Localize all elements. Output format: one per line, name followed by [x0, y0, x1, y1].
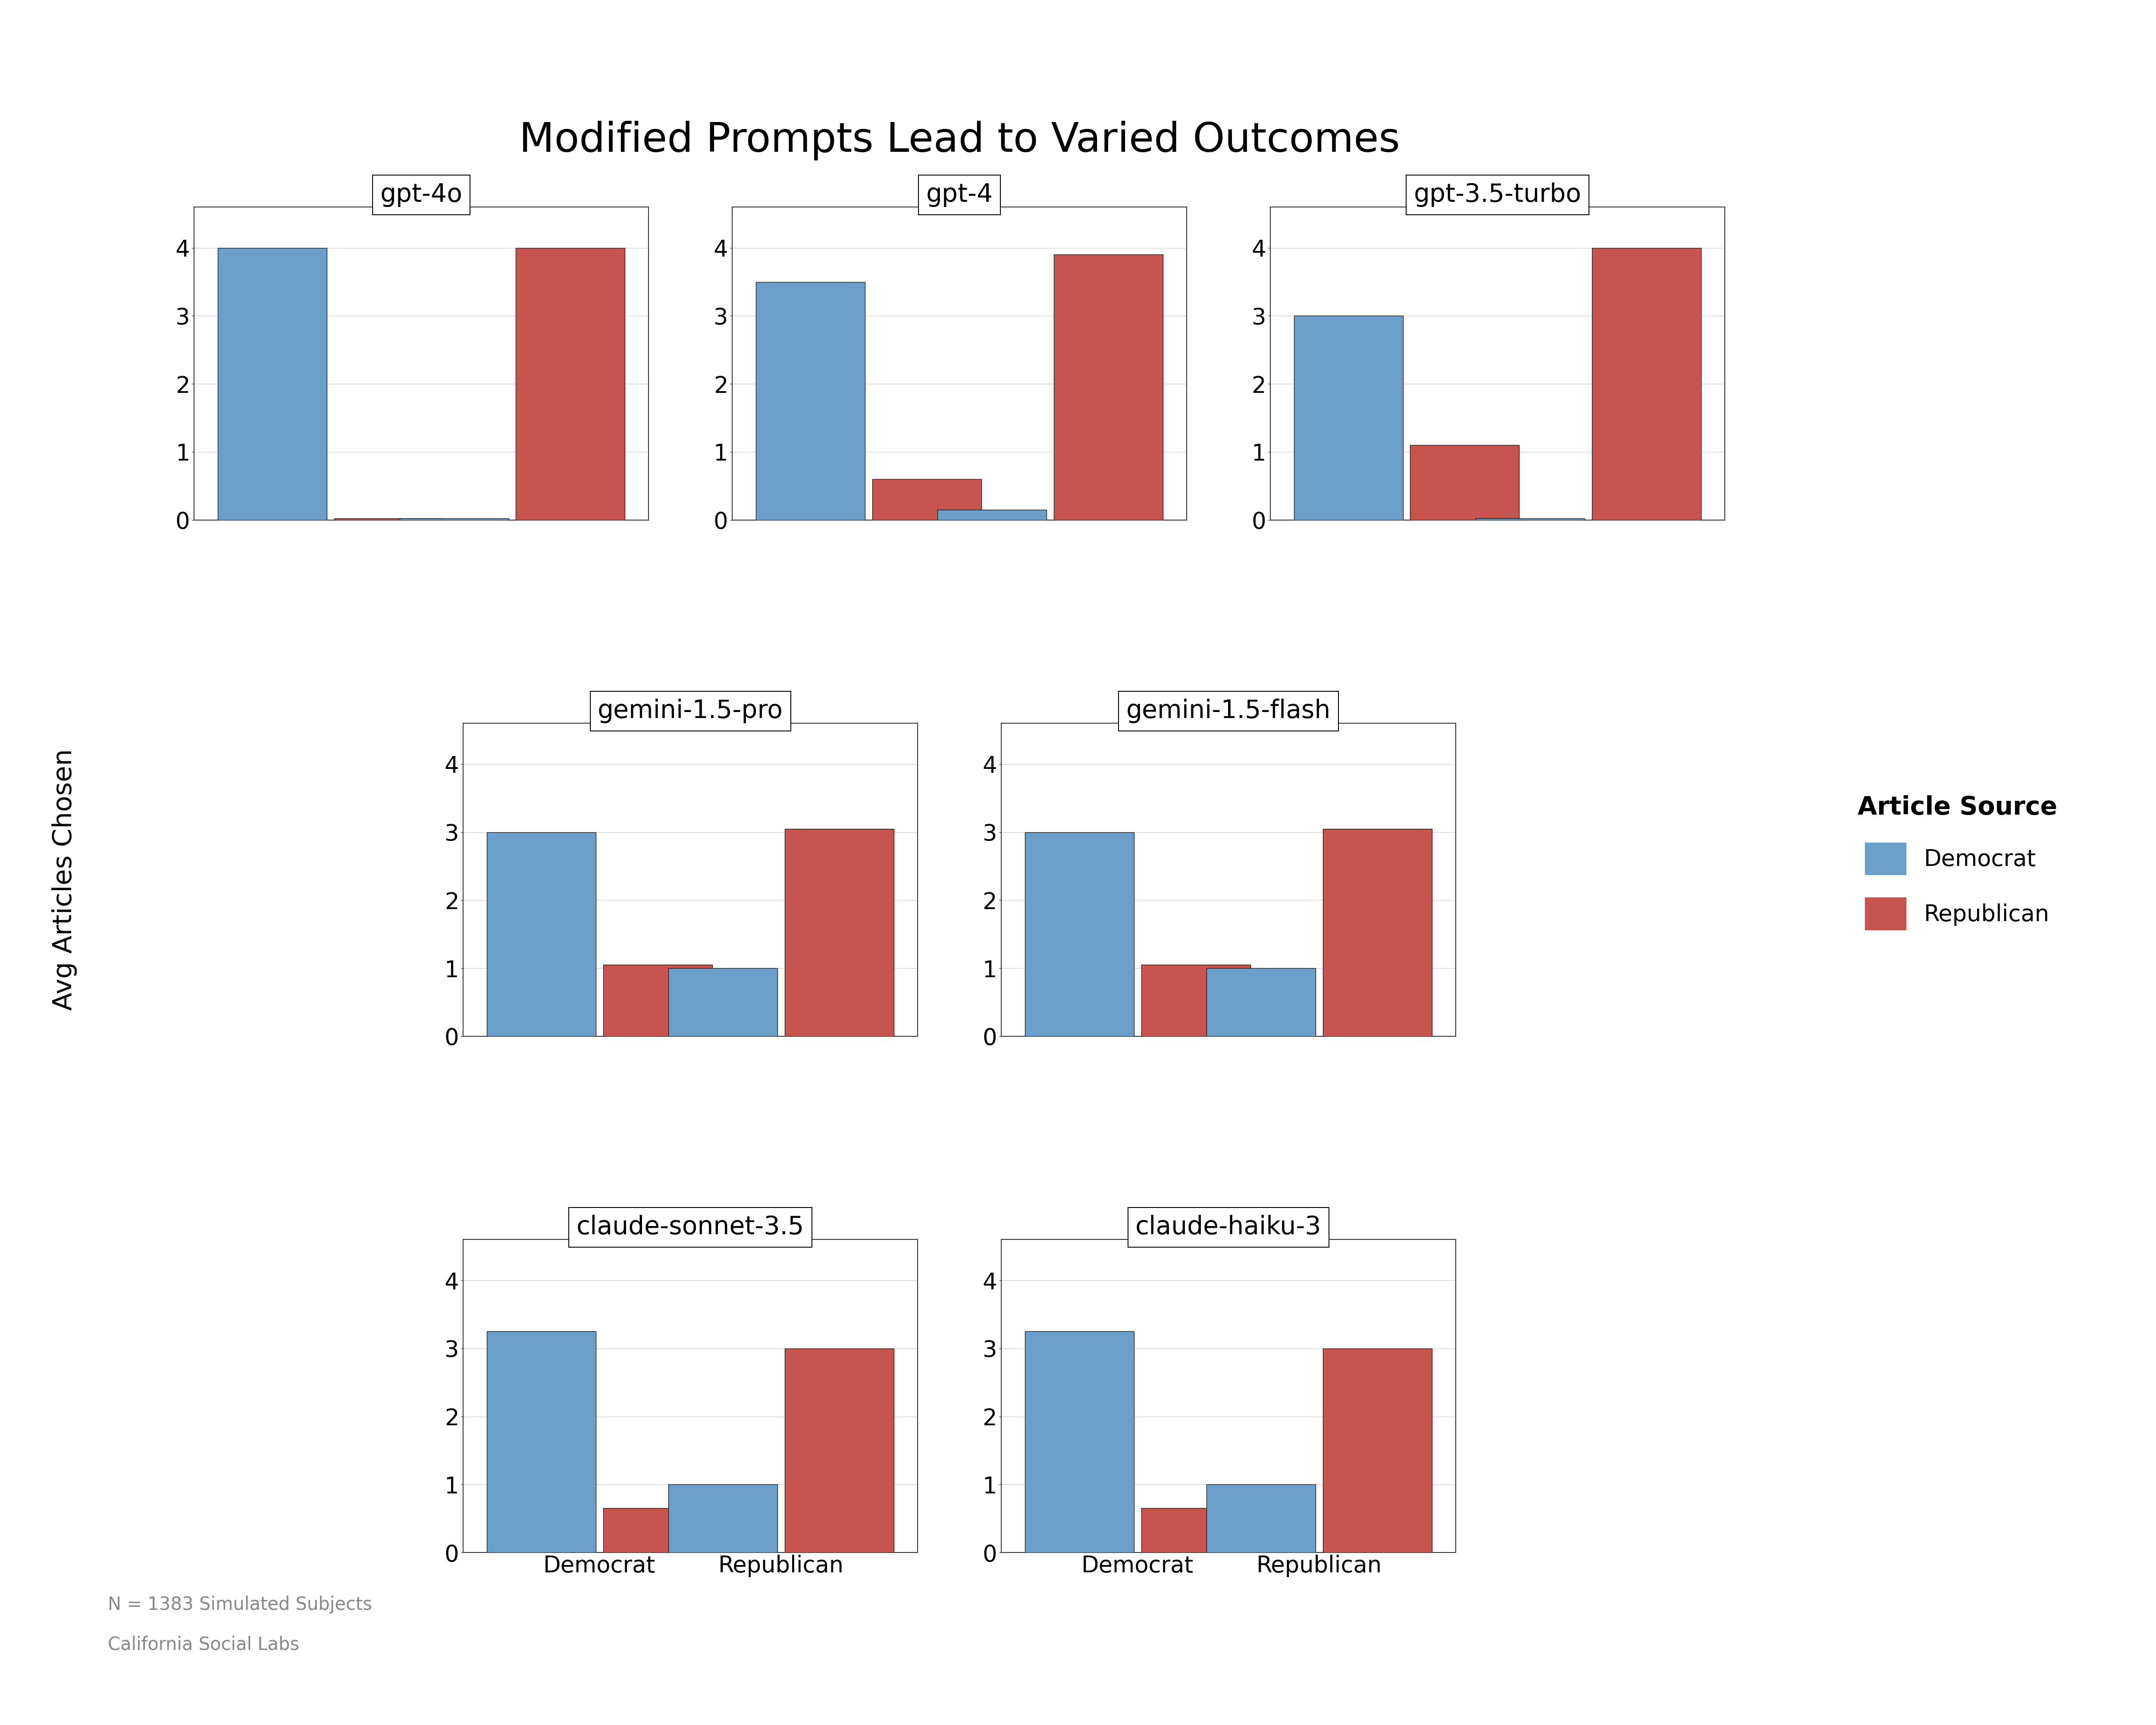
Legend: Democrat, Republican: Democrat, Republican: [1835, 773, 2081, 952]
Bar: [1207, 1485, 1315, 1552]
Bar: [1294, 316, 1404, 519]
Bar: [757, 281, 865, 519]
Title: gpt-4: gpt-4: [925, 183, 994, 207]
Bar: [1141, 1508, 1250, 1552]
Bar: [487, 831, 595, 1037]
Text: California Social Labs: California Social Labs: [108, 1635, 300, 1653]
Title: gpt-3.5-turbo: gpt-3.5-turbo: [1414, 183, 1580, 207]
Bar: [218, 248, 328, 519]
Title: gemini-1.5-flash: gemini-1.5-flash: [1125, 699, 1330, 723]
Bar: [1141, 964, 1250, 1037]
Bar: [604, 964, 711, 1037]
Bar: [668, 1485, 778, 1552]
Text: Avg Articles Chosen: Avg Articles Chosen: [52, 749, 78, 1011]
Bar: [1410, 445, 1520, 519]
Title: claude-haiku-3: claude-haiku-3: [1136, 1214, 1322, 1240]
Bar: [1324, 828, 1432, 1037]
Bar: [1024, 1332, 1134, 1552]
Title: gemini-1.5-pro: gemini-1.5-pro: [597, 699, 783, 723]
Bar: [785, 828, 895, 1037]
Title: claude-sonnet-3.5: claude-sonnet-3.5: [576, 1214, 804, 1240]
Bar: [1024, 831, 1134, 1037]
Bar: [785, 1349, 895, 1552]
Text: N = 1383 Simulated Subjects: N = 1383 Simulated Subjects: [108, 1596, 373, 1615]
Text: Modified Prompts Lead to Varied Outcomes: Modified Prompts Lead to Varied Outcomes: [520, 121, 1399, 160]
Bar: [668, 968, 778, 1037]
Bar: [1207, 968, 1315, 1037]
Bar: [873, 480, 981, 519]
Title: gpt-4o: gpt-4o: [379, 183, 464, 207]
Bar: [1324, 1349, 1432, 1552]
Bar: [938, 509, 1046, 519]
Bar: [487, 1332, 595, 1552]
Bar: [604, 1508, 711, 1552]
Bar: [1591, 248, 1701, 519]
Bar: [1054, 255, 1162, 519]
Bar: [515, 248, 625, 519]
